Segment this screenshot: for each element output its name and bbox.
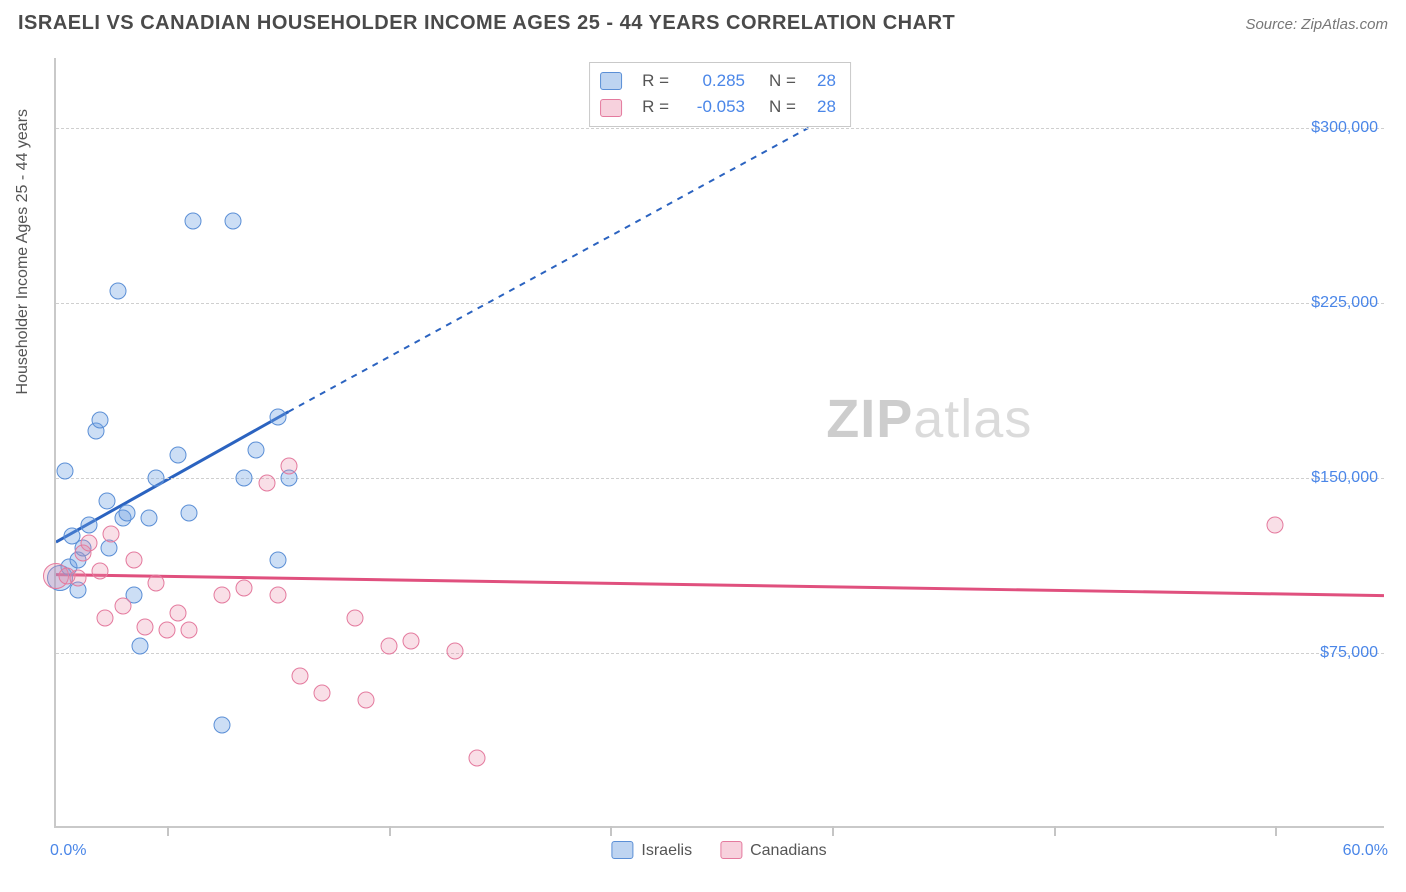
data-point (56, 463, 73, 480)
source-attribution: Source: ZipAtlas.com (1245, 16, 1388, 33)
data-point (92, 411, 109, 428)
correlation-stats-box: R =0.285N =28R =-0.053N =28 (589, 62, 851, 127)
x-tick (832, 826, 834, 836)
data-point (96, 610, 113, 627)
x-tick (389, 826, 391, 836)
data-point (169, 605, 186, 622)
data-point (103, 526, 120, 543)
y-tick-label: $225,000 (1311, 294, 1378, 312)
y-tick-label: $75,000 (1320, 644, 1378, 662)
data-point (181, 621, 198, 638)
data-point (380, 638, 397, 655)
data-point (314, 684, 331, 701)
y-tick-label: $150,000 (1311, 469, 1378, 487)
scatter-chart: ZIPatlas R =0.285N =28R =-0.053N =28 $75… (54, 58, 1384, 828)
data-point (269, 409, 286, 426)
grid-line (56, 128, 1384, 129)
grid-line (56, 653, 1384, 654)
data-point (110, 283, 127, 300)
data-point (136, 619, 153, 636)
data-point (70, 570, 87, 587)
data-point (141, 509, 158, 526)
x-axis-min-label: 0.0% (50, 842, 86, 860)
data-point (280, 458, 297, 475)
data-point (291, 668, 308, 685)
data-point (347, 610, 364, 627)
series-legend: Israelis Canadians (611, 841, 826, 860)
plot-area: ZIPatlas R =0.285N =28R =-0.053N =28 $75… (54, 58, 1384, 828)
data-point (81, 516, 98, 533)
data-point (214, 586, 231, 603)
data-point (225, 213, 242, 230)
data-point (185, 213, 202, 230)
legend-item: Israelis (611, 841, 692, 860)
data-point (169, 446, 186, 463)
data-point (181, 505, 198, 522)
stats-row: R =0.285N =28 (600, 68, 836, 94)
data-point (98, 493, 115, 510)
x-tick (167, 826, 169, 836)
data-point (447, 642, 464, 659)
x-tick (1054, 826, 1056, 836)
data-point (114, 598, 131, 615)
data-point (402, 633, 419, 650)
data-point (132, 638, 149, 655)
data-point (269, 586, 286, 603)
data-point (214, 717, 231, 734)
data-point (258, 474, 275, 491)
x-tick (610, 826, 612, 836)
data-point (247, 442, 264, 459)
data-point (92, 563, 109, 580)
y-axis-title: Householder Income Ages 25 - 44 years (14, 109, 32, 395)
data-point (269, 551, 286, 568)
data-point (125, 551, 142, 568)
grid-line (56, 303, 1384, 304)
data-point (118, 505, 135, 522)
y-tick-label: $300,000 (1311, 119, 1378, 137)
data-point (81, 535, 98, 552)
chart-title: ISRAELI VS CANADIAN HOUSEHOLDER INCOME A… (18, 12, 955, 35)
data-point (236, 579, 253, 596)
data-point (358, 691, 375, 708)
stats-row: R =-0.053N =28 (600, 94, 836, 120)
x-tick (1275, 826, 1277, 836)
data-point (147, 575, 164, 592)
grid-line (56, 478, 1384, 479)
data-point (1267, 516, 1284, 533)
data-point (158, 621, 175, 638)
data-point (147, 470, 164, 487)
data-point (236, 470, 253, 487)
watermark: ZIPatlas (826, 388, 1032, 450)
x-axis-max-label: 60.0% (1343, 842, 1388, 860)
data-point (469, 750, 486, 767)
legend-item: Canadians (720, 841, 827, 860)
